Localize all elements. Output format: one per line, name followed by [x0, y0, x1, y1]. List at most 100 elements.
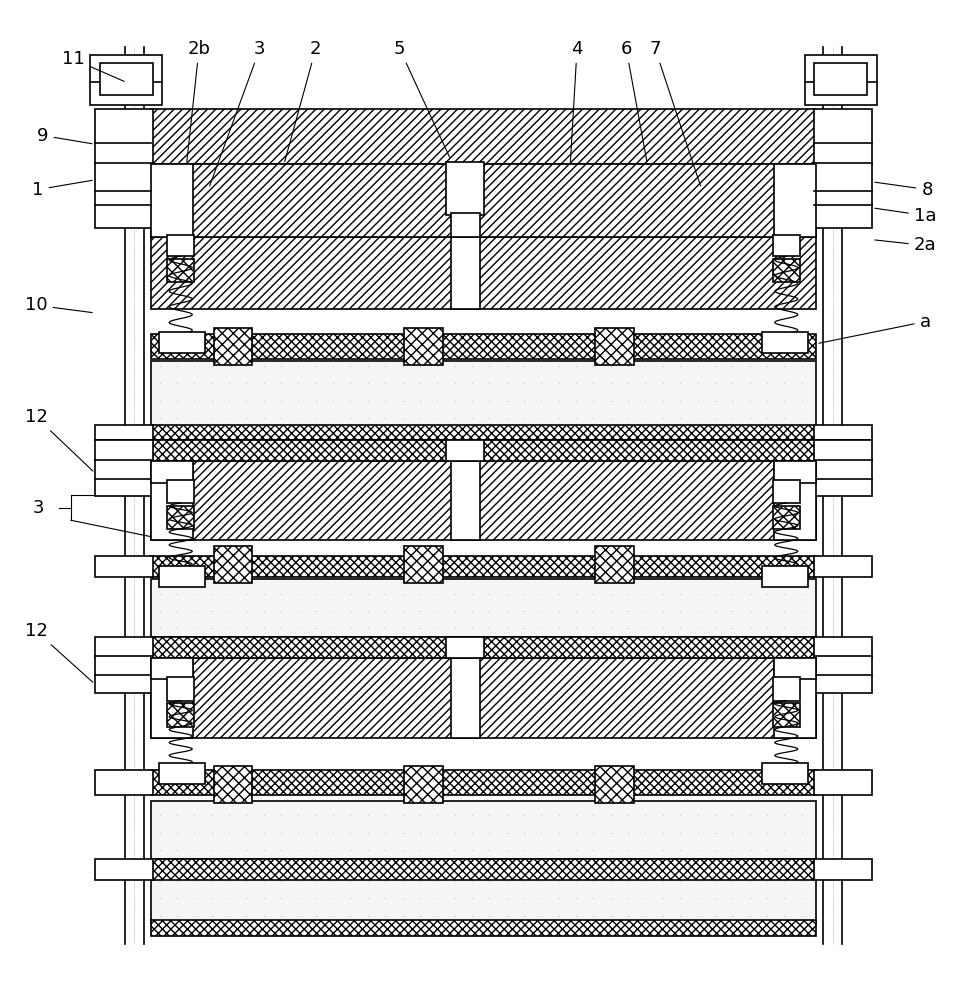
- Bar: [404, 328, 443, 365]
- Bar: [159, 763, 205, 784]
- Bar: [159, 332, 205, 353]
- Bar: [814, 656, 872, 693]
- Bar: [774, 658, 816, 738]
- Bar: [167, 235, 194, 256]
- Bar: [762, 566, 808, 587]
- Bar: [167, 480, 194, 503]
- Bar: [774, 658, 816, 679]
- Bar: [151, 440, 816, 461]
- Bar: [762, 332, 808, 353]
- Bar: [167, 506, 194, 529]
- Text: 7: 7: [650, 40, 700, 186]
- Bar: [214, 766, 252, 803]
- Bar: [151, 237, 816, 309]
- Text: 6: 6: [621, 40, 647, 162]
- Bar: [167, 703, 194, 727]
- Bar: [805, 55, 877, 105]
- Bar: [151, 556, 816, 577]
- Bar: [151, 461, 816, 540]
- Bar: [596, 546, 634, 583]
- Text: 10: 10: [25, 296, 92, 314]
- Bar: [95, 637, 153, 658]
- Bar: [762, 763, 808, 784]
- Bar: [773, 259, 800, 282]
- Text: 5: 5: [394, 40, 450, 157]
- Bar: [451, 237, 480, 309]
- Text: a: a: [819, 313, 930, 343]
- Bar: [95, 460, 153, 496]
- Bar: [151, 461, 193, 540]
- Bar: [167, 677, 194, 701]
- Bar: [151, 361, 816, 427]
- Text: 1a: 1a: [875, 207, 936, 225]
- Bar: [90, 55, 162, 105]
- Text: 2b: 2b: [187, 40, 211, 162]
- Bar: [151, 801, 816, 859]
- Bar: [95, 440, 153, 461]
- Bar: [596, 766, 634, 803]
- Bar: [773, 480, 800, 503]
- Bar: [151, 920, 816, 936]
- Bar: [151, 658, 193, 738]
- Bar: [451, 461, 480, 540]
- Bar: [814, 63, 867, 95]
- Bar: [151, 658, 193, 679]
- Bar: [774, 461, 816, 540]
- Text: 2a: 2a: [875, 236, 936, 254]
- Bar: [95, 163, 153, 228]
- Bar: [167, 259, 194, 282]
- Bar: [814, 163, 872, 228]
- Bar: [404, 546, 443, 583]
- Bar: [151, 425, 816, 440]
- Bar: [814, 460, 872, 496]
- Text: 12: 12: [25, 622, 93, 682]
- Bar: [151, 658, 816, 738]
- Bar: [151, 770, 816, 795]
- Bar: [151, 461, 193, 483]
- Text: 9: 9: [37, 127, 92, 145]
- Bar: [814, 109, 872, 164]
- Bar: [451, 658, 480, 738]
- Bar: [151, 859, 816, 880]
- Bar: [446, 637, 484, 658]
- Bar: [95, 556, 153, 577]
- Bar: [95, 109, 153, 164]
- Text: 2: 2: [284, 40, 321, 162]
- Bar: [446, 162, 484, 215]
- Bar: [596, 328, 634, 365]
- Bar: [151, 637, 816, 658]
- Bar: [404, 766, 443, 803]
- Bar: [814, 859, 872, 880]
- Bar: [214, 328, 252, 365]
- Bar: [814, 770, 872, 795]
- Bar: [159, 566, 205, 587]
- Bar: [773, 506, 800, 529]
- Bar: [774, 164, 816, 237]
- Bar: [95, 770, 153, 795]
- Bar: [814, 637, 872, 658]
- Bar: [773, 677, 800, 701]
- Bar: [814, 440, 872, 461]
- Bar: [151, 164, 193, 237]
- Bar: [774, 461, 816, 483]
- Bar: [151, 164, 816, 237]
- Text: 11: 11: [62, 50, 124, 81]
- Bar: [214, 546, 252, 583]
- Text: 1: 1: [32, 180, 92, 199]
- Bar: [95, 425, 153, 440]
- Bar: [773, 235, 800, 256]
- Bar: [773, 703, 800, 727]
- Bar: [451, 213, 480, 237]
- Bar: [151, 334, 816, 359]
- Text: 4: 4: [571, 40, 583, 162]
- Bar: [95, 859, 153, 880]
- Bar: [814, 425, 872, 440]
- Text: 3: 3: [32, 499, 44, 517]
- Bar: [151, 878, 816, 924]
- Text: 3: 3: [210, 40, 266, 186]
- Text: 12: 12: [25, 408, 93, 471]
- Bar: [814, 556, 872, 577]
- Bar: [100, 63, 153, 95]
- Text: 8: 8: [875, 181, 933, 199]
- Bar: [95, 656, 153, 693]
